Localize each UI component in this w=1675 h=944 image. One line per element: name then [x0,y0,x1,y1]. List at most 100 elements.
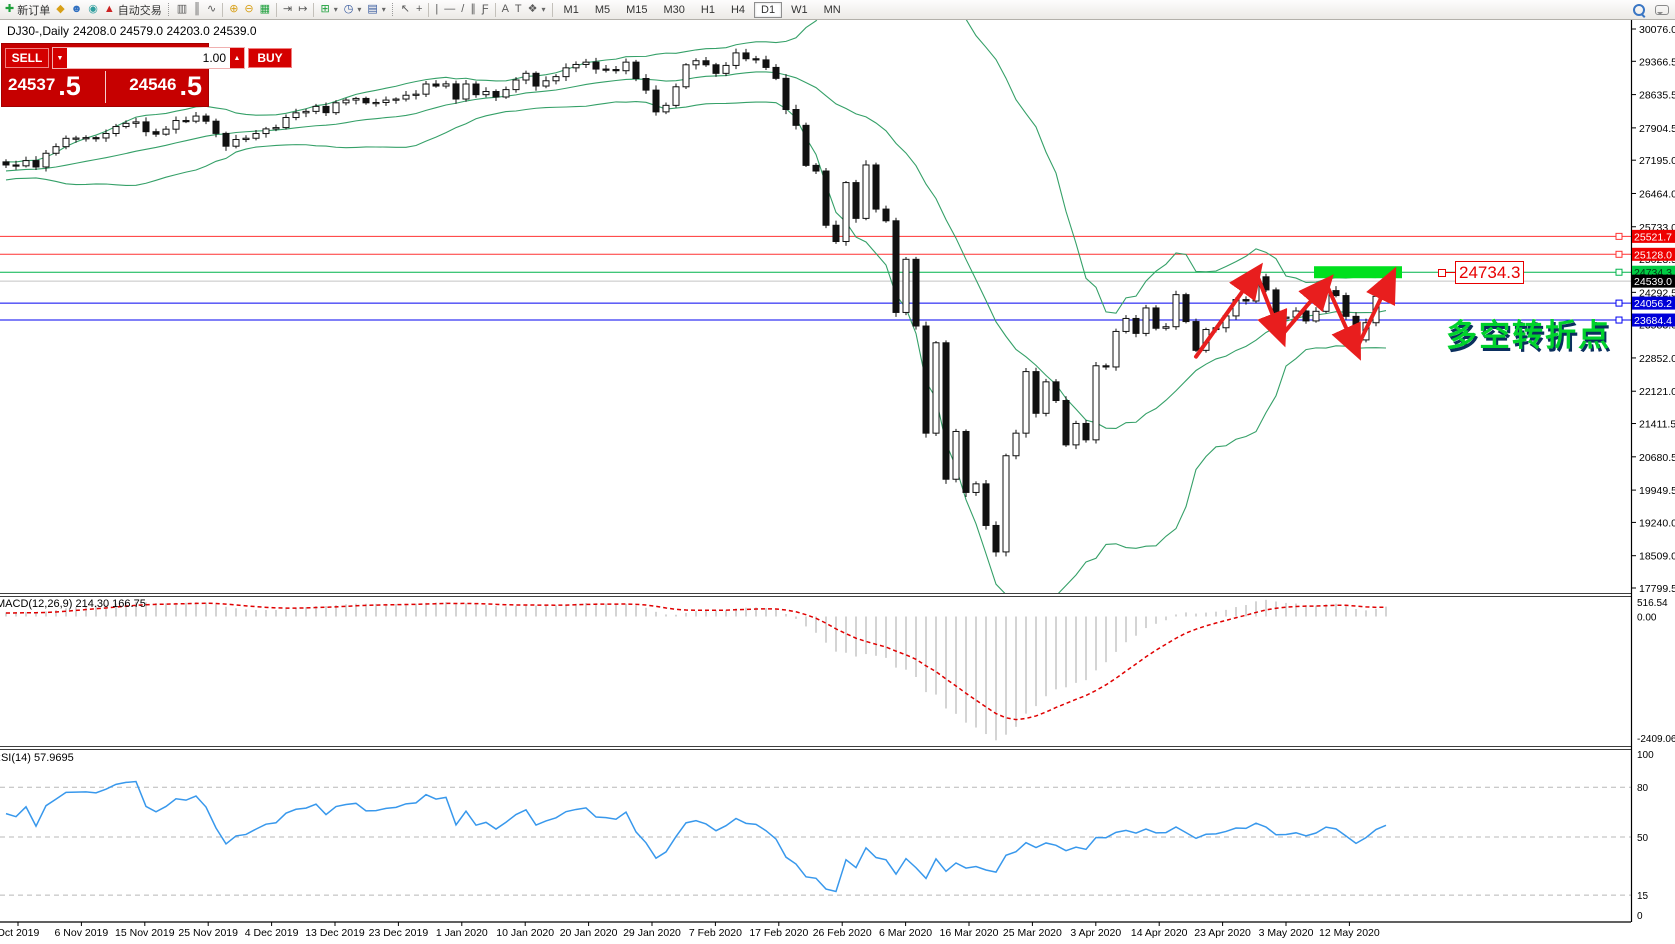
cursor-button[interactable]: ↖ [398,1,413,18]
candle [462,83,470,100]
search-icon[interactable] [1633,3,1645,16]
candle [312,105,320,112]
candle [1152,307,1160,329]
zigzag-arrow[interactable] [1279,274,1334,339]
chevron-down-icon: ▾ [381,5,386,14]
candle [182,120,190,123]
candle [1172,294,1180,328]
auto-scroll-button[interactable]: ⇥ [280,1,295,18]
line-chart-button[interactable]: ∿ [204,1,219,18]
periods-button[interactable]: ◷ ▾ [341,1,365,18]
line-chart-icon: ∿ [206,3,217,15]
rsi-pane [0,780,1631,896]
tab-timeframe-H4[interactable]: H4 [730,3,746,16]
crosshair-button[interactable]: + [413,1,425,18]
candle [822,170,830,226]
zoom-out-button[interactable]: ⊖ [241,1,256,18]
candlestick-chart-button[interactable]: ║ [190,1,204,18]
arrows-icon: ❖ [527,3,538,15]
candle [892,220,900,313]
candle [212,120,220,134]
candle [1312,310,1320,322]
x-axis-label: 14 Apr 2020 [1131,927,1188,939]
x-axis-label: 4 Dec 2019 [245,927,299,939]
line-handle[interactable] [1615,268,1623,276]
arrows-button[interactable]: ❖ ▾ [525,1,549,18]
candle [902,258,910,313]
text-button[interactable]: A [499,1,512,18]
line-handle[interactable] [1615,250,1623,258]
sell-button[interactable]: SELL [5,48,49,68]
y-axis-label: 30076.0 [1639,24,1675,36]
auto-trading-button[interactable]: ▲ 自动交易 [101,1,165,18]
candle [962,430,970,493]
market-button[interactable]: ◆ [53,1,67,18]
zigzag-arrow[interactable] [1194,262,1263,359]
chart-shift-button[interactable]: ↦ [295,1,310,18]
line-handle[interactable] [1615,232,1623,240]
macd-axis-label: -2409.06 [1637,734,1675,745]
tab-timeframe-W1[interactable]: W1 [791,3,808,16]
indicators-button[interactable]: ⊞ ▾ [317,1,340,18]
rsi-axis-label: 80 [1637,783,1649,794]
text-label-button[interactable]: T [512,1,525,18]
tab-timeframe-D1[interactable]: D1 [754,1,783,18]
signals-icon: ◉ [88,3,98,15]
tab-timeframe-M5[interactable]: M5 [594,3,611,16]
volume-decrease-button[interactable]: ▼ [53,48,67,68]
buy-button[interactable]: BUY [248,48,292,68]
tile-windows-button[interactable]: ▦ [257,1,273,18]
tab-timeframe-M30[interactable]: M30 [663,3,685,16]
candle [192,115,200,122]
vertical-line-button[interactable]: | [432,1,441,18]
bollinger-lower-band [5,101,1387,593]
candle [102,133,110,139]
candle [852,182,860,219]
price-marker [1632,247,1675,261]
panel-divider [105,71,106,103]
line-handle[interactable] [1615,316,1623,324]
volume-input[interactable] [67,48,230,68]
candle [1022,371,1030,434]
candle [862,164,870,219]
zigzag-arrow[interactable] [1354,266,1397,352]
volume-increase-button[interactable]: ▲ [230,48,244,68]
zigzag-arrow[interactable] [1254,270,1288,348]
bar-chart-button[interactable]: ▥ [174,1,190,18]
buy-price[interactable]: 24546.5 [129,70,202,100]
buy-price-main: 24546 [129,75,177,94]
templates-button[interactable]: ▤ ▾ [364,1,388,18]
fibonacci-button[interactable]: Ƒ [479,1,492,18]
toolbar-grip [167,3,171,16]
candle [552,76,560,82]
macd-pane [5,599,1387,741]
price-callout-label[interactable]: 24734.3 [1438,261,1525,284]
signals-button[interactable]: ◉ [85,1,101,18]
sell-price[interactable]: 24537.5 [8,70,81,100]
candle [432,83,440,87]
channel-button[interactable]: ∥ [467,1,479,18]
horizontal-line-button[interactable]: — [441,1,458,18]
zoom-in-button[interactable]: ⊕ [226,1,241,18]
tab-timeframe-M15[interactable]: M15 [626,3,648,16]
zigzag-arrow[interactable] [1324,281,1361,361]
new-order-button[interactable]: ✚ 新订单 [2,1,53,18]
tab-timeframe-H1[interactable]: H1 [700,3,715,16]
line-handle[interactable] [1615,299,1623,307]
candle [92,137,100,140]
tab-timeframe-M1[interactable]: M1 [563,3,579,16]
candle [292,112,300,119]
candle [1062,400,1070,446]
candle [52,146,60,154]
chat-icon[interactable] [1655,4,1669,15]
trendline-button[interactable]: / [458,1,467,18]
resistance-highlight-box[interactable] [1314,266,1402,279]
y-axis-label: 19240.0 [1639,517,1675,529]
candle [252,133,260,139]
candle [22,160,30,167]
candle [82,137,90,140]
community-button[interactable]: ☻ [68,1,86,18]
tab-timeframe-MN[interactable]: MN [823,3,841,16]
